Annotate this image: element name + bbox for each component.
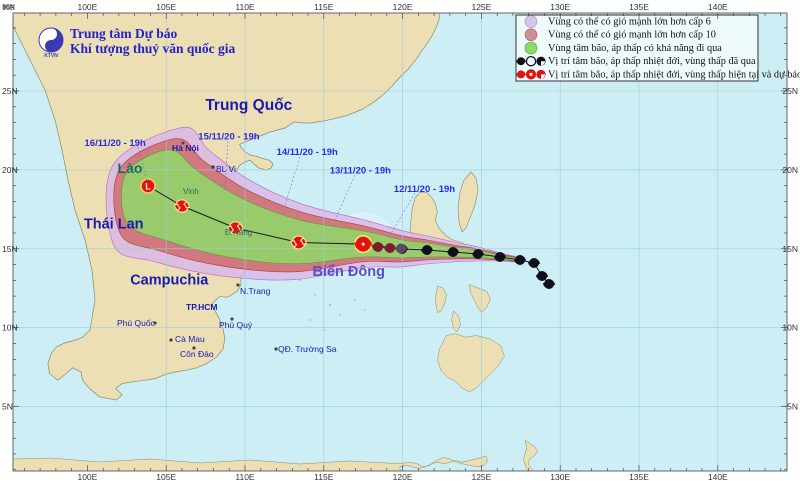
- svg-text:Lào: Lào: [118, 160, 143, 176]
- svg-text:120E: 120E: [393, 2, 413, 12]
- svg-text:Phú Quốc: Phú Quốc: [117, 318, 156, 328]
- svg-text:Côn Đảo: Côn Đảo: [180, 349, 214, 359]
- svg-text:Vị trí tâm bão, áp thấp nhiệt: Vị trí tâm bão, áp thấp nhiệt đới, vùng …: [548, 69, 800, 80]
- svg-text:20N: 20N: [2, 165, 18, 175]
- svg-text:140E: 140E: [708, 2, 728, 12]
- svg-text:Trung tâm Dự báo: Trung tâm Dự báo: [70, 26, 177, 41]
- svg-text:Biển Đông: Biển Đông: [312, 264, 385, 280]
- svg-text:Trung Quốc: Trung Quốc: [205, 97, 292, 114]
- svg-text:130E: 130E: [550, 2, 570, 12]
- svg-text:TP.HCM: TP.HCM: [186, 302, 218, 312]
- svg-text:115E: 115E: [314, 472, 334, 482]
- svg-text:10N: 10N: [2, 323, 18, 333]
- svg-text:Campuchia: Campuchia: [130, 273, 209, 289]
- svg-text:Vinh: Vinh: [183, 187, 199, 196]
- svg-text:13/11/20 - 19h: 13/11/20 - 19h: [330, 166, 391, 177]
- svg-text:125E: 125E: [471, 472, 491, 482]
- svg-text:Cà Mau: Cà Mau: [175, 334, 205, 344]
- svg-text:25N: 25N: [782, 86, 798, 96]
- svg-text:N.Trang: N.Trang: [240, 286, 271, 296]
- svg-text:QĐ. Trường Sa: QĐ. Trường Sa: [278, 344, 337, 354]
- svg-text:14/11/20 - 19h: 14/11/20 - 19h: [277, 147, 338, 158]
- svg-text:KTVN: KTVN: [44, 53, 58, 59]
- svg-text:10N: 10N: [782, 323, 798, 333]
- svg-text:110E: 110E: [235, 2, 255, 12]
- svg-text:Hà Nội: Hà Nội: [172, 143, 199, 153]
- svg-text:15/11/20 - 19h: 15/11/20 - 19h: [198, 132, 259, 143]
- svg-text:L: L: [145, 182, 151, 192]
- svg-text:5N: 5N: [787, 402, 798, 412]
- svg-text:Thái Lan: Thái Lan: [84, 217, 144, 233]
- svg-text:16/11/20 - 19h: 16/11/20 - 19h: [85, 138, 146, 149]
- svg-text:Vùng có thể có gió mạnh lớn hơ: Vùng có thể có gió mạnh lớn hơn cấp 6: [548, 17, 711, 28]
- svg-text:Vị trí tâm bão, áp thấp nhiệt: Vị trí tâm bão, áp thấp nhiệt đới, vùng …: [548, 56, 756, 67]
- svg-text:135E: 135E: [629, 2, 649, 12]
- svg-text:140E: 140E: [708, 472, 728, 482]
- svg-text:25N: 25N: [2, 86, 18, 96]
- svg-text:15N: 15N: [2, 244, 18, 254]
- svg-text:100E: 100E: [77, 2, 97, 12]
- svg-text:115E: 115E: [314, 2, 334, 12]
- svg-text:BL Vi: BL Vi: [216, 164, 236, 174]
- svg-text:Phú Quý: Phú Quý: [219, 320, 253, 330]
- svg-text:Đ.Nẵng: Đ.Nẵng: [225, 228, 252, 237]
- svg-text:125E: 125E: [471, 2, 491, 12]
- svg-text:130E: 130E: [550, 472, 570, 482]
- svg-text:120E: 120E: [393, 472, 413, 482]
- svg-text:15N: 15N: [782, 244, 798, 254]
- svg-text:Vùng tâm bão, áp thấp có khả n: Vùng tâm bão, áp thấp có khả năng đi qua: [548, 43, 722, 54]
- svg-text:110E: 110E: [235, 472, 255, 482]
- svg-text:105E: 105E: [156, 472, 176, 482]
- svg-text:Vùng có thể có gió mạnh lớn hơ: Vùng có thể có gió mạnh lớn hơn cấp 10: [548, 30, 716, 41]
- svg-text:Khí tượng thuỷ văn quốc gia: Khí tượng thuỷ văn quốc gia: [70, 41, 235, 56]
- svg-text:12/11/20 - 19h: 12/11/20 - 19h: [394, 184, 455, 195]
- svg-text:100E: 100E: [77, 472, 97, 482]
- svg-text:30N: 30N: [2, 4, 15, 11]
- svg-text:5N: 5N: [2, 402, 13, 412]
- svg-text:20N: 20N: [782, 165, 798, 175]
- svg-text:135E: 135E: [629, 472, 649, 482]
- svg-text:105E: 105E: [156, 2, 176, 12]
